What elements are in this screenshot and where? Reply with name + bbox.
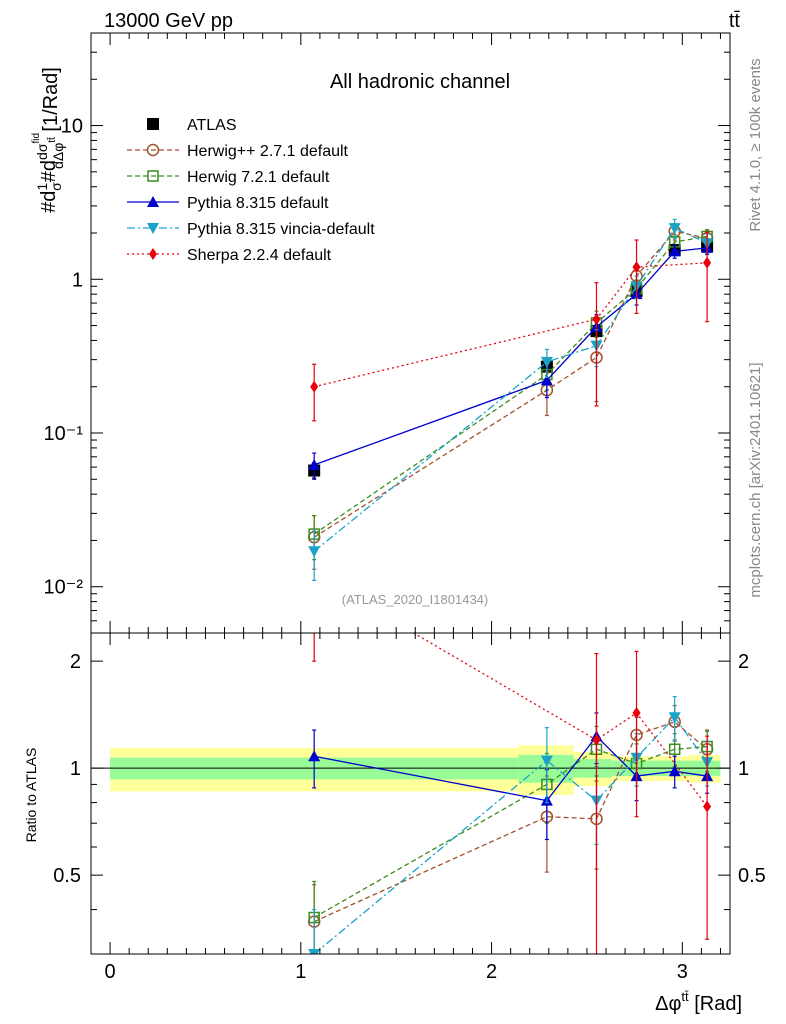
ratio-ytick-label-right: 0.5 bbox=[738, 865, 766, 887]
sherpa-2-2-4-default-point-1 bbox=[592, 313, 601, 326]
pythia-8-315-vincia-default-ratio-line bbox=[313, 716, 708, 954]
pythia-8-315-vincia-default-ratio-point-4 bbox=[668, 712, 681, 724]
ratio-ytick-label: 1 bbox=[70, 758, 81, 780]
ratio-frame bbox=[90, 632, 731, 955]
legend-label-pythia-8-315-vincia-default: Pythia 8.315 vincia-default bbox=[187, 221, 375, 238]
legend: ATLAS Herwig++ 2.7.1 default Herwig 7.2.1 … bbox=[127, 117, 375, 264]
main-ytick-label: 10⁻² bbox=[44, 577, 84, 599]
ratio-xtick-label: 3 bbox=[677, 961, 688, 983]
energy-label: 13000 GeV pp bbox=[104, 10, 233, 32]
axes: 10⁻² 10⁻¹ 1 10 0 1 2 3 0.5 0.5 1 1 2 2 bbox=[44, 32, 766, 983]
ratio-xtick-label: 1 bbox=[295, 961, 306, 983]
main-ytick-label: 10⁻¹ bbox=[44, 423, 84, 445]
ratio-xtick-label: 2 bbox=[486, 961, 497, 983]
sherpa-2-2-4-default-ratio-point-2 bbox=[632, 706, 641, 719]
ratio-y-axis-label: Ratio to ATLAS bbox=[23, 748, 39, 843]
sherpa-2-2-4-default-ratio-point-1 bbox=[592, 734, 601, 746]
pythia-8-315-default-point-0 bbox=[308, 458, 321, 470]
sherpa-2-2-4-default-line bbox=[314, 262, 708, 388]
sherpa-2-2-4-default-point-0 bbox=[310, 380, 319, 393]
ratio-ytick-label: 0.5 bbox=[53, 865, 81, 887]
main-y-axis-label: #d1σ#ddσfiddΔφtt̄ [1/Rad] bbox=[31, 67, 66, 213]
ratio-ytick-label: 2 bbox=[70, 651, 81, 673]
legend-label-herwig-2-7-1-default: Herwig++ 2.7.1 default bbox=[187, 143, 349, 160]
pythia-8-315-vincia-default-ratio-point-1 bbox=[540, 755, 553, 767]
sherpa-2-2-4-default-ratio-line bbox=[412, 633, 708, 807]
analysis-watermark: (ATLAS_2020_I1801434) bbox=[342, 592, 488, 607]
main-series-lines bbox=[307, 218, 714, 581]
herwig-2-7-1-default-ratio-line bbox=[313, 721, 708, 923]
legend-label-herwig-7-2-1-default: Herwig 7.2.1 default bbox=[187, 169, 330, 186]
pythia-8-315-vincia-default-point-4 bbox=[668, 223, 681, 235]
mcplots-label: mcplots.cern.ch [arXiv:2401.10621] bbox=[747, 362, 764, 597]
herwig-2-7-1-default-line bbox=[313, 230, 708, 538]
legend-marker-pythia-8-315-default bbox=[147, 196, 159, 207]
pythia-8-315-default-ratio-point-0 bbox=[308, 750, 321, 762]
pythia-8-315-vincia-default-ratio-point-0 bbox=[308, 949, 321, 954]
pythia-8-315-vincia-default-line bbox=[313, 227, 708, 552]
legend-marker-herwig-7-2-1-default bbox=[147, 170, 159, 182]
rivet-label: Rivet 4.1.0, ≥ 100k events bbox=[747, 58, 764, 231]
ratio-ytick-label-right: 1 bbox=[738, 758, 749, 780]
pythia-8-315-vincia-default-point-0 bbox=[308, 546, 321, 558]
ratio-xtick-label: 0 bbox=[105, 961, 116, 983]
pythia-8-315-default-ratio-point-4 bbox=[668, 765, 681, 777]
legend-marker-herwig-2-7-1-default bbox=[146, 143, 160, 157]
legend-label-sherpa-2-2-4-default: Sherpa 2.2.4 default bbox=[187, 247, 332, 264]
legend-marker-sherpa-2-2-4-default bbox=[149, 248, 157, 260]
x-axis-label: Δφtt̄ [Rad] bbox=[655, 989, 742, 1015]
pythia-8-315-default-point-4 bbox=[668, 245, 681, 257]
ratio-ytick-label-right: 2 bbox=[738, 651, 749, 673]
pythia-8-315-default-point-1 bbox=[540, 374, 553, 386]
legend-marker-atlas bbox=[147, 118, 159, 130]
sherpa-2-2-4-default-ratio-point-3 bbox=[703, 800, 712, 813]
sherpa-2-2-4-default-point-3 bbox=[703, 256, 712, 269]
main-ytick-label: 1 bbox=[72, 269, 83, 291]
main-title: All hadronic channel bbox=[330, 71, 510, 93]
process-label: tt̄ bbox=[729, 10, 741, 32]
ratio-series-lines bbox=[307, 633, 714, 954]
pythia-8-315-vincia-default-point-1 bbox=[540, 356, 553, 368]
pythia-8-315-default-line bbox=[313, 247, 708, 466]
legend-label-pythia-8-315-default: Pythia 8.315 default bbox=[187, 195, 329, 212]
main-ytick-label: 10 bbox=[61, 116, 83, 138]
legend-marker-pythia-8-315-vincia-default bbox=[147, 223, 159, 234]
sherpa-2-2-4-default-point-2 bbox=[632, 261, 641, 274]
herwig-7-2-1-default-ratio-point-4 bbox=[668, 743, 681, 756]
legend-label-atlas: ATLAS bbox=[187, 117, 237, 134]
